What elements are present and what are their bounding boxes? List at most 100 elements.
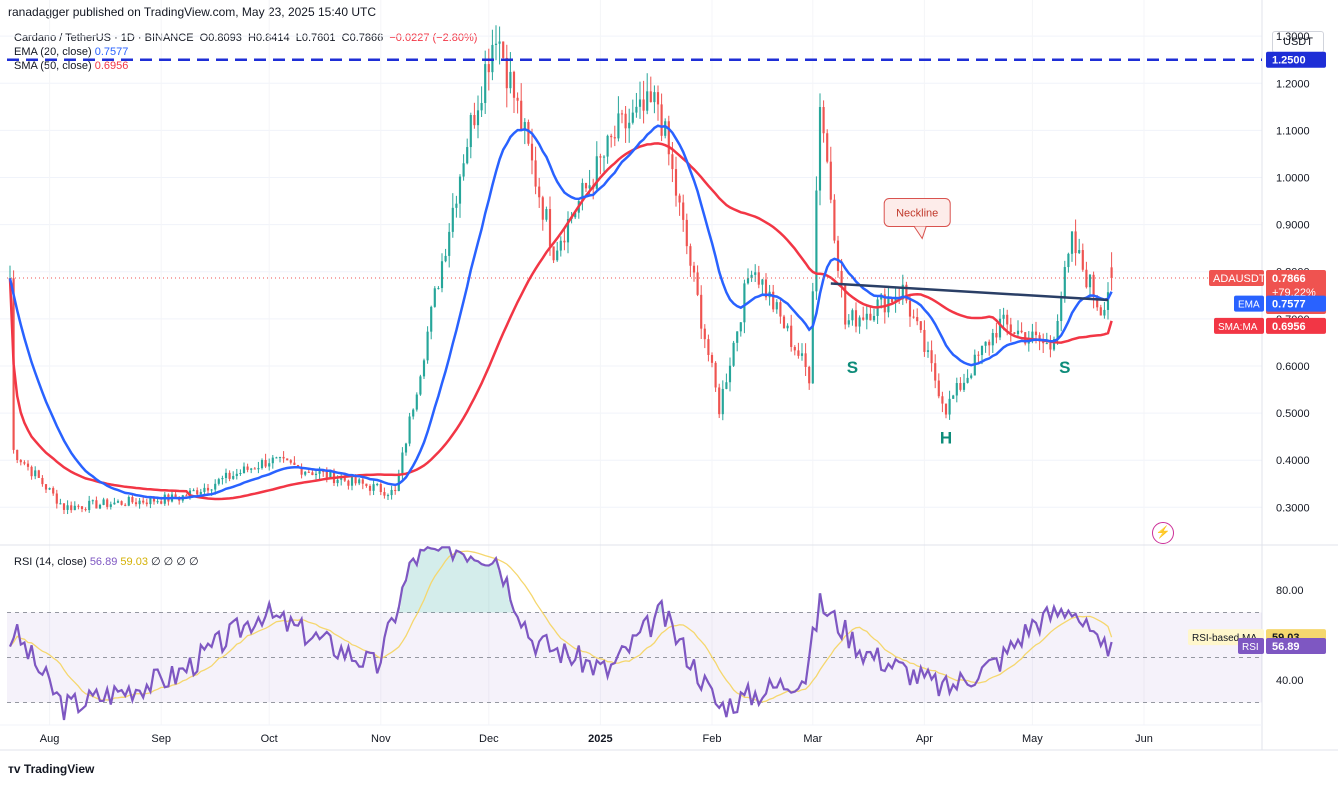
candle-body bbox=[325, 471, 328, 479]
candle-body bbox=[1060, 298, 1063, 321]
high-value: 0.8414 bbox=[255, 32, 290, 44]
candle-body bbox=[113, 502, 116, 505]
candle-body bbox=[264, 460, 267, 467]
price-tick-label: 0.4000 bbox=[1276, 455, 1310, 467]
candle-body bbox=[804, 353, 807, 367]
candle-body bbox=[952, 395, 955, 399]
candle-body bbox=[1013, 332, 1016, 334]
ema-legend[interactable]: EMA (20, close) 0.7577 bbox=[14, 46, 129, 58]
sma-name-tag: SMA:MA bbox=[1218, 322, 1258, 333]
ema-name-tag: EMA bbox=[1238, 300, 1260, 311]
tradingview-logo[interactable]: ᴛᴠ TradingView bbox=[8, 762, 95, 776]
candle-body bbox=[732, 342, 735, 366]
candle-body bbox=[761, 279, 764, 285]
candle-body bbox=[62, 503, 66, 510]
candle-body bbox=[556, 250, 559, 261]
candle-body bbox=[95, 500, 98, 509]
symbol-tag: ADAUSDT bbox=[1213, 273, 1266, 285]
rsi-line bbox=[8, 546, 1113, 721]
candle-body bbox=[404, 443, 408, 453]
candle-body bbox=[487, 64, 490, 73]
candle-body bbox=[624, 113, 627, 129]
candle-body bbox=[872, 315, 876, 321]
candle-body bbox=[757, 272, 760, 285]
candle-body bbox=[815, 190, 818, 292]
left-shoulder-label: S bbox=[847, 358, 858, 377]
candle-body bbox=[790, 325, 793, 347]
candle-body bbox=[674, 169, 678, 196]
candle-body bbox=[102, 499, 105, 505]
candle-body bbox=[836, 240, 840, 271]
candle-body bbox=[59, 503, 62, 505]
candle-body bbox=[412, 409, 415, 417]
candle-body bbox=[660, 104, 663, 136]
candle-body bbox=[833, 199, 836, 241]
rsi-ma-name-tag: RSI-based MA bbox=[1192, 633, 1257, 644]
candle-body bbox=[930, 350, 933, 364]
neckline-callout-pointer bbox=[913, 226, 927, 240]
candle-body bbox=[588, 185, 591, 189]
candle-body bbox=[1088, 274, 1092, 288]
candle-body bbox=[678, 195, 681, 203]
candle-body bbox=[959, 383, 962, 390]
candle-body bbox=[98, 504, 102, 509]
candle-body bbox=[671, 154, 674, 170]
candle-body bbox=[653, 92, 656, 103]
candle-body bbox=[37, 470, 40, 478]
candle-body bbox=[138, 500, 141, 505]
candle-body bbox=[714, 362, 717, 388]
candle-body bbox=[793, 346, 796, 351]
candle-body bbox=[174, 494, 177, 499]
candle-body bbox=[451, 207, 454, 232]
currency-button[interactable]: USDT bbox=[1272, 31, 1324, 53]
candle-body bbox=[466, 147, 469, 164]
candle-body bbox=[822, 107, 825, 134]
candle-body bbox=[581, 182, 584, 202]
candle-body bbox=[311, 472, 314, 476]
candle-body bbox=[548, 209, 552, 247]
candle-body bbox=[869, 313, 872, 321]
right-shoulder-label: S bbox=[1059, 358, 1070, 377]
time-tick-label: Sep bbox=[151, 733, 171, 745]
candle-body bbox=[1020, 330, 1023, 333]
flash-icon[interactable]: ⚡ bbox=[1152, 522, 1174, 544]
candle-body bbox=[70, 505, 73, 511]
candle-body bbox=[649, 91, 652, 103]
candle-body bbox=[566, 218, 570, 243]
candle-body bbox=[782, 316, 786, 329]
candle-body bbox=[52, 488, 55, 494]
ema-name-tag-bg bbox=[1234, 295, 1264, 312]
rsi-legend[interactable]: RSI (14, close) 56.89 59.03 ∅ ∅ ∅ ∅ bbox=[14, 556, 199, 568]
candle-body bbox=[635, 106, 638, 113]
candle-body bbox=[926, 350, 930, 352]
candle-body bbox=[214, 483, 217, 490]
sma-legend[interactable]: SMA (50, close) 0.6956 bbox=[14, 60, 129, 72]
candle-body bbox=[685, 219, 688, 247]
candle-body bbox=[1067, 253, 1070, 268]
candle-body bbox=[1103, 309, 1106, 316]
candle-body bbox=[538, 186, 541, 198]
candle-body bbox=[656, 92, 660, 105]
candle-body bbox=[692, 265, 696, 273]
candle-body bbox=[530, 143, 534, 161]
candle-body bbox=[246, 466, 249, 470]
candle-body bbox=[599, 156, 602, 158]
candle-body bbox=[707, 339, 710, 355]
candle-body bbox=[131, 497, 134, 503]
candle-body bbox=[271, 457, 274, 464]
candle-body bbox=[224, 472, 228, 479]
candle-body bbox=[77, 505, 80, 507]
candle-body bbox=[512, 71, 516, 98]
candle-body bbox=[458, 176, 462, 204]
candle-body bbox=[437, 288, 440, 290]
candle-body bbox=[754, 272, 757, 275]
candle-body bbox=[980, 345, 984, 356]
candle-body bbox=[1042, 341, 1045, 344]
candle-body bbox=[494, 43, 498, 45]
symbol-legend[interactable]: Cardano / TetherUS · 1D · BINANCE O0.809… bbox=[14, 32, 478, 44]
candle-body bbox=[552, 246, 555, 261]
candle-body bbox=[617, 113, 620, 139]
candle-body bbox=[235, 473, 238, 477]
candle-body bbox=[293, 462, 296, 465]
